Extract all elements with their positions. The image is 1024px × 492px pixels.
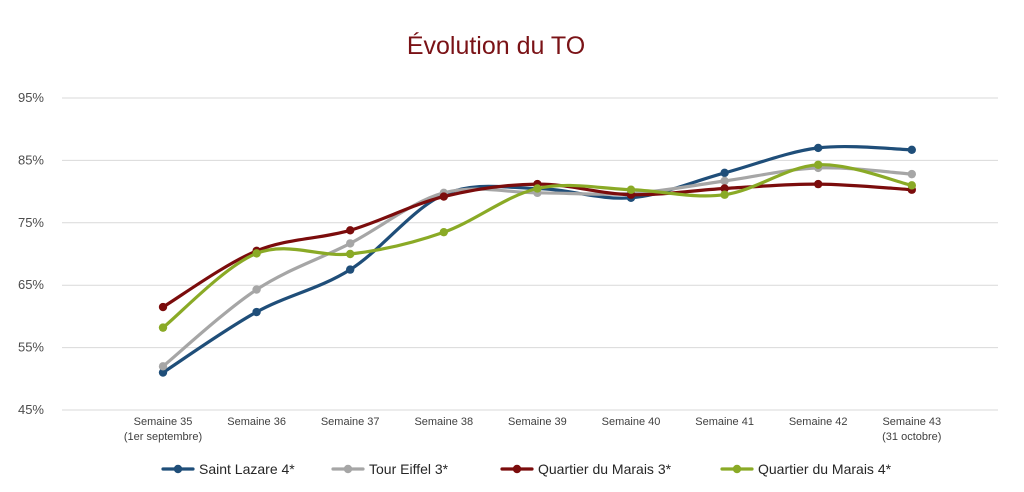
legend-swatch-marker — [732, 464, 742, 474]
data-point — [720, 168, 729, 178]
y-tick-label: 95% — [18, 90, 44, 105]
legend-swatch-marker — [343, 464, 353, 474]
x-tick-label: Semaine 35 (1er septembre) — [124, 416, 202, 443]
data-point — [907, 181, 916, 190]
data-point — [720, 176, 729, 186]
data-point — [720, 190, 729, 199]
legend-swatch-marker — [173, 464, 183, 474]
data-point — [907, 169, 916, 179]
data-point — [439, 227, 448, 237]
x-tick-label: Semaine 43 (31 octobre) — [882, 416, 941, 443]
data-point — [533, 184, 542, 193]
y-tick-label: 65% — [18, 277, 44, 292]
legend-label: Tour Eiffel 3* — [369, 461, 449, 477]
series-line-quartier-du-marais-4 — [161, 163, 914, 330]
data-point — [346, 249, 355, 259]
chart-title: Évolution du TO — [407, 31, 585, 60]
data-point — [814, 143, 823, 153]
legend-label: Quartier du Marais 3* — [538, 461, 672, 477]
y-tick-label: 55% — [18, 340, 44, 355]
legend-item-quartier-du-marais-3: Quartier du Marais 3* — [500, 461, 672, 477]
data-point — [626, 185, 636, 194]
legend-item-saint-lazare-4: Saint Lazare 4* — [161, 461, 295, 477]
data-point — [720, 184, 729, 193]
data-point — [252, 307, 261, 317]
x-tick-label: Semaine 42 — [789, 416, 848, 428]
legend-label: Quartier du Marais 4* — [758, 461, 892, 477]
series-tour-eiffel-3 — [158, 163, 916, 371]
series-saint-lazare-4 — [158, 143, 916, 377]
x-tick-label: Semaine 40 — [602, 416, 661, 428]
y-tick-label: 45% — [18, 402, 44, 417]
series-layer — [158, 143, 916, 377]
data-point — [158, 368, 168, 377]
data-point — [814, 160, 823, 169]
x-tick-label: Semaine 41 — [695, 416, 754, 428]
y-tick-label: 75% — [18, 215, 44, 230]
legend: Saint Lazare 4* Tour Eiffel 3* Quartier du… — [161, 461, 892, 477]
y-axis-ticks: 45% 55% 65% 75% 85% 95% — [18, 90, 44, 417]
x-tick-label: Semaine 39 — [508, 416, 567, 428]
gridlines — [62, 97, 998, 411]
data-point — [346, 239, 355, 248]
data-point — [252, 249, 261, 258]
data-point — [158, 323, 168, 332]
x-tick-label: Semaine 37 — [321, 416, 380, 428]
data-point — [158, 302, 168, 312]
x-tick-label: Semaine 38 — [414, 416, 473, 428]
legend-item-quartier-du-marais-4: Quartier du Marais 4* — [720, 461, 892, 477]
legend-item-tour-eiffel-3: Tour Eiffel 3* — [331, 461, 449, 477]
data-point — [814, 179, 823, 189]
x-tick-label: Semaine 36 — [227, 416, 286, 428]
series-quartier-du-marais-3 — [158, 179, 916, 312]
series-quartier-du-marais-4 — [158, 160, 916, 332]
data-point — [346, 226, 355, 235]
data-point — [907, 145, 916, 154]
series-line-tour-eiffel-3 — [161, 166, 914, 368]
data-point — [346, 265, 355, 274]
x-axis-ticks: Semaine 35 (1er septembre) Semaine 36 Semai… — [124, 416, 942, 443]
data-point — [439, 192, 448, 201]
data-point — [158, 362, 168, 371]
data-point — [252, 285, 261, 294]
legend-label: Saint Lazare 4* — [199, 461, 295, 477]
series-line-saint-lazare-4 — [161, 144, 914, 375]
y-tick-label: 85% — [18, 152, 44, 167]
series-line-quartier-du-marais-3 — [161, 182, 914, 309]
legend-swatch-marker — [512, 464, 522, 474]
